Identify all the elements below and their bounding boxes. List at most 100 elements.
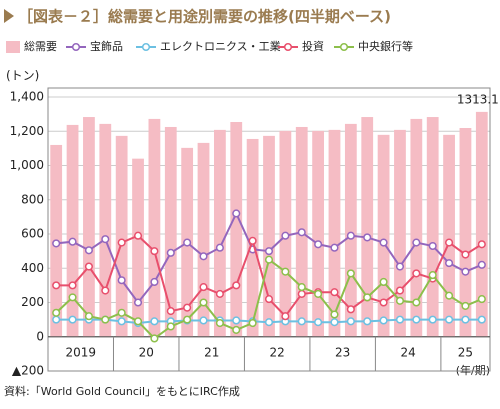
point [117, 238, 126, 247]
point [199, 252, 208, 261]
point [445, 238, 454, 247]
point [428, 315, 437, 324]
legend-marker [71, 42, 81, 52]
bar [426, 117, 439, 337]
x-tick-label: 24 [401, 345, 416, 359]
point [232, 209, 241, 218]
bar [410, 118, 423, 337]
x-tick-label: 20 [139, 345, 154, 359]
point [363, 293, 372, 302]
y-tick-label: 0 [36, 329, 44, 343]
point [68, 281, 77, 290]
point [199, 298, 208, 307]
point [379, 238, 388, 247]
y-tick-label: 400 [21, 261, 44, 275]
point [461, 315, 470, 324]
point [445, 291, 454, 300]
y-tick-label: 600 [21, 227, 44, 241]
point [379, 316, 388, 325]
point [346, 269, 355, 278]
point [215, 319, 224, 328]
plot-frame [47, 87, 491, 372]
point [166, 248, 175, 257]
x-tick-label: 25 [458, 345, 473, 359]
point [264, 247, 274, 256]
point [461, 250, 470, 259]
point [297, 228, 306, 237]
point [346, 317, 355, 326]
legend-swatch [6, 41, 20, 53]
bar [132, 158, 144, 337]
point [346, 305, 355, 314]
bar [164, 126, 177, 337]
point [215, 289, 224, 298]
point [68, 237, 77, 246]
point [133, 298, 143, 307]
bar [148, 118, 161, 337]
point [330, 243, 339, 252]
point [281, 312, 290, 321]
point [84, 262, 93, 271]
point [183, 303, 192, 312]
chart-title: ［図表－２］総需要と用途別需要の推移(四半期ベース) [18, 8, 391, 26]
x-axis-label: (年/期) [456, 363, 490, 377]
point [314, 240, 323, 249]
point [150, 247, 159, 256]
bar [377, 134, 390, 337]
point [363, 233, 372, 242]
point [297, 289, 306, 298]
y-tick-label: 1,200 [10, 124, 44, 138]
y-tick-label: 800 [21, 192, 44, 206]
y-tick-label: 1,000 [10, 158, 44, 172]
point [428, 271, 437, 280]
bar [263, 135, 275, 337]
legend-label: 中央銀行等 [358, 39, 413, 53]
x-tick-label: 23 [335, 345, 350, 359]
point [150, 334, 159, 343]
point [183, 238, 192, 247]
point [101, 315, 110, 324]
point [52, 281, 61, 290]
point [461, 301, 470, 310]
legend-label: エレクトロニクス・工業 [160, 40, 281, 53]
point [395, 315, 405, 324]
point [199, 283, 208, 292]
legend-marker [141, 42, 151, 52]
legend-label: 投資 [302, 39, 324, 53]
point [117, 317, 126, 326]
point [363, 317, 372, 326]
point [330, 318, 339, 327]
bar [328, 129, 341, 337]
bar [115, 135, 128, 337]
point [412, 238, 421, 247]
point [379, 298, 388, 307]
point [68, 315, 77, 324]
point [297, 283, 306, 292]
point [428, 241, 437, 251]
point [395, 296, 405, 305]
point [461, 267, 470, 276]
bar [443, 134, 455, 337]
point [248, 319, 257, 328]
point [264, 295, 274, 304]
point [477, 295, 486, 304]
bar [213, 129, 226, 337]
x-tick-label: 21 [204, 345, 219, 359]
point [412, 269, 421, 278]
point [379, 277, 388, 287]
point [412, 315, 421, 324]
point [199, 316, 208, 325]
bar [394, 129, 406, 337]
bar [66, 124, 79, 337]
point [281, 231, 290, 240]
y-tick-label: 200 [21, 295, 44, 309]
source: 資料:「World Gold Council」をもとにIRC作成 [4, 384, 240, 398]
point [314, 318, 323, 327]
point [412, 298, 421, 307]
point [117, 308, 126, 317]
point [150, 277, 159, 287]
point [232, 325, 241, 334]
point [445, 259, 454, 268]
bar [475, 111, 488, 337]
